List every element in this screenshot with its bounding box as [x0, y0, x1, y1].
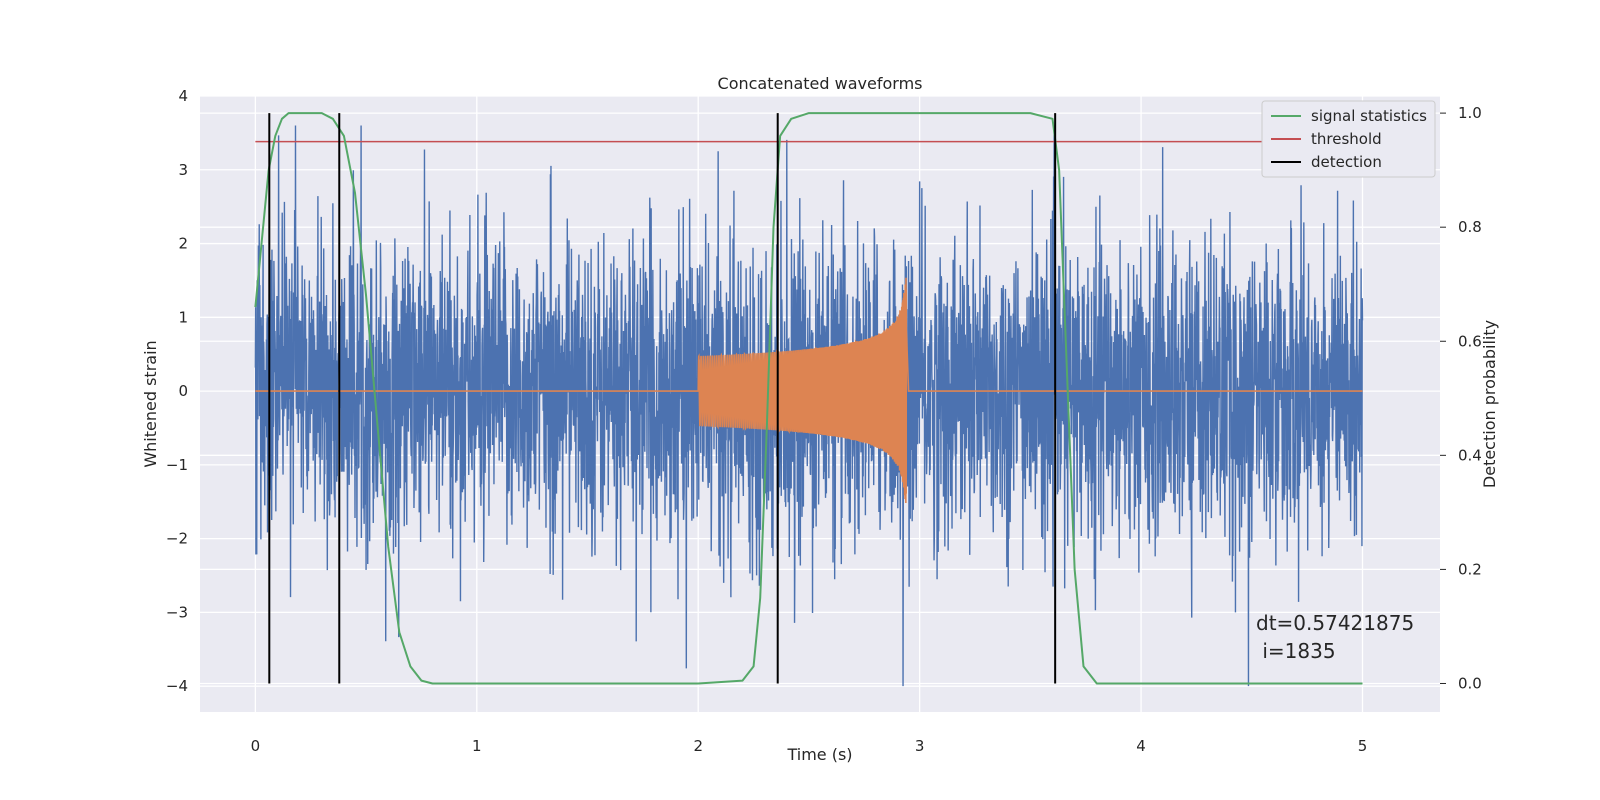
chart-title: Concatenated waveforms	[718, 74, 923, 93]
x-tick-label: 0	[251, 737, 261, 755]
x-tick-label: 2	[693, 737, 703, 755]
x-tick-label: 5	[1358, 737, 1368, 755]
y2-tick-label: 0.6	[1458, 332, 1482, 350]
axis-ticks: 0 1 2 3 4 5 −4 −3 −2 −1 0 1 2 3 4 0.0 0.2 0.4 0.6 0.8 1.0	[166, 87, 1482, 755]
plot-data	[254, 112, 1364, 687]
y2-tick-label: 0.8	[1458, 218, 1482, 236]
y-tick-label: 2	[178, 235, 188, 253]
y-tick-label: 4	[178, 87, 188, 105]
annotation-dt: dt=0.57421875	[1256, 611, 1414, 635]
legend-label-signal-statistics: signal statistics	[1311, 107, 1427, 125]
y2-tick-label: 0.0	[1458, 674, 1482, 692]
y2-tick-label: 0.4	[1458, 446, 1482, 464]
y-tick-label: 0	[178, 382, 188, 400]
legend-box	[1261, 100, 1436, 178]
y2-tick-label: 1.0	[1458, 104, 1482, 122]
y-tick-label: −3	[166, 603, 188, 621]
x-tick-label: 4	[1136, 737, 1146, 755]
x-tick-label: 1	[472, 737, 482, 755]
y-tick-label: 3	[178, 161, 188, 179]
legend-label-detection: detection	[1311, 153, 1382, 171]
y-tick-label: −2	[166, 530, 188, 548]
x-axis-label: Time (s)	[786, 745, 852, 764]
x-tick-label: 3	[915, 737, 925, 755]
y2-tick-label: 0.2	[1458, 560, 1482, 578]
y-tick-label: 1	[178, 308, 188, 326]
y-tick-label: −4	[166, 677, 188, 695]
annotation-i: i=1835	[1256, 639, 1336, 663]
y-axis-label: Whitened strain	[141, 340, 160, 467]
strain-line	[254, 125, 1364, 687]
y-tick-label: −1	[166, 456, 188, 474]
template-line	[255, 277, 1363, 504]
legend-label-threshold: threshold	[1311, 130, 1382, 148]
y2-axis-label: Detection probability	[1480, 320, 1499, 488]
legend: signal statistics threshold detection	[1261, 100, 1436, 178]
